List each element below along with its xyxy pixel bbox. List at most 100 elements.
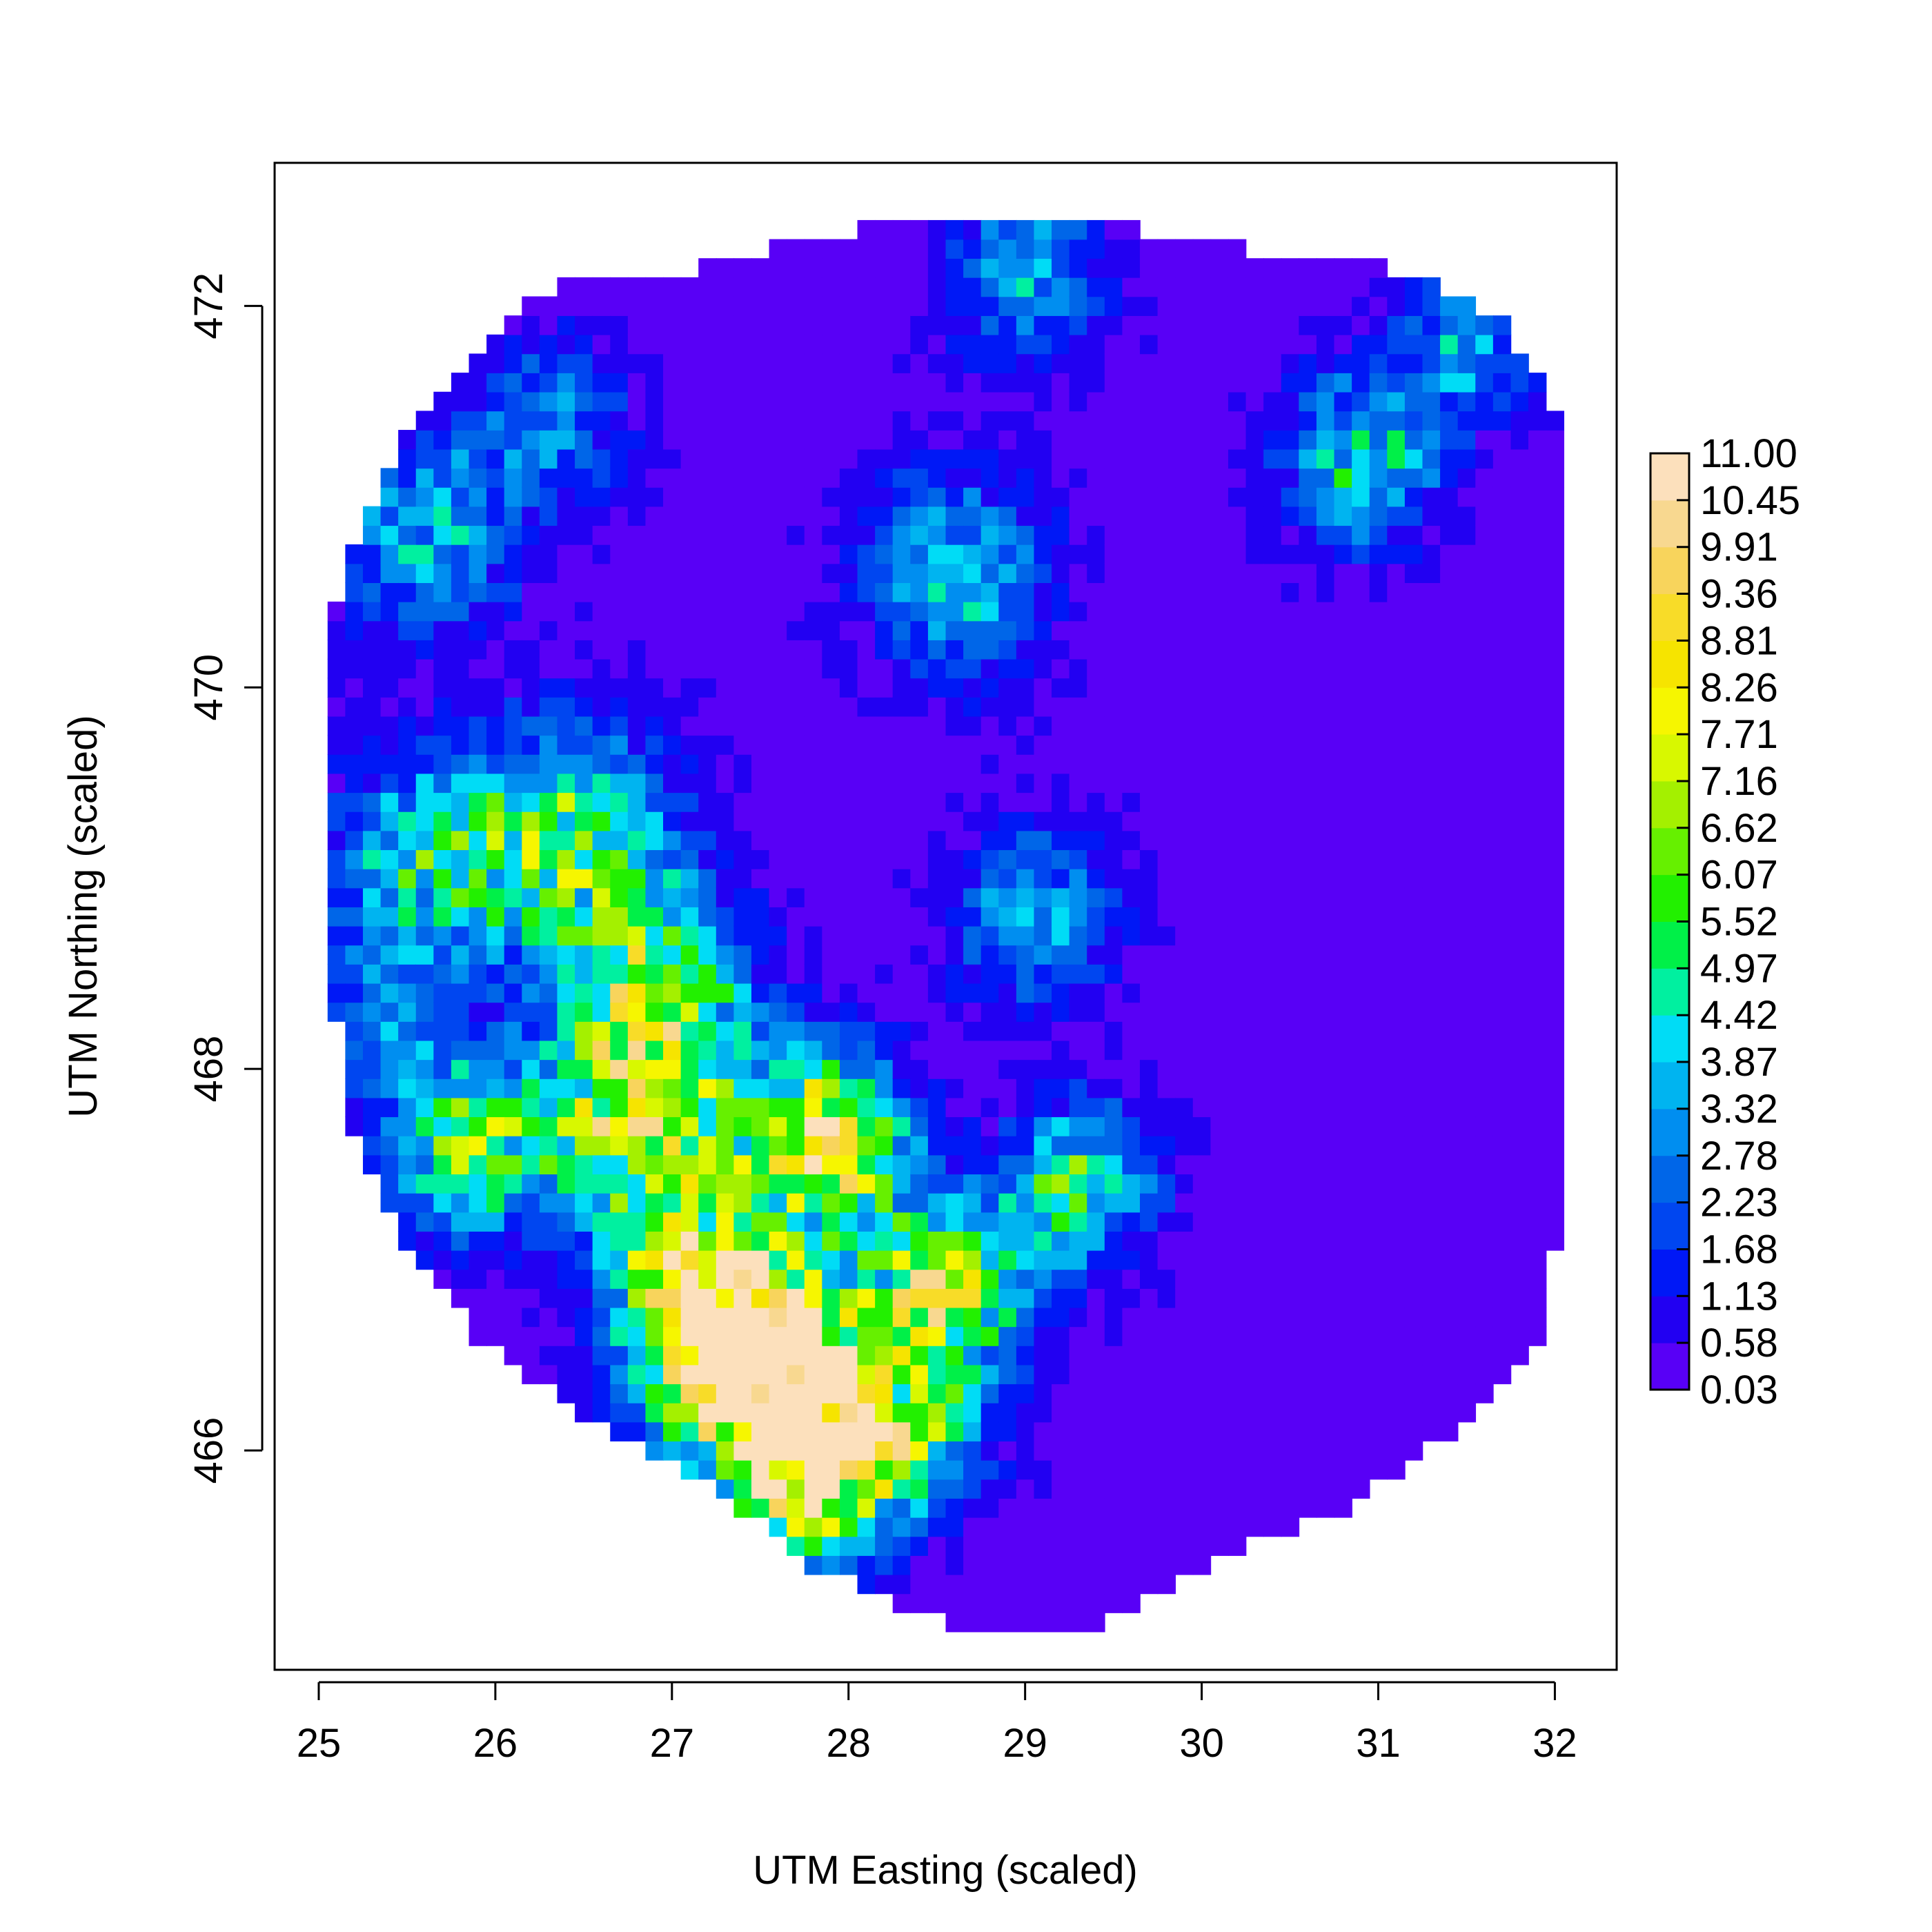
heatmap-cell [804, 773, 823, 793]
heatmap-cell [1316, 1212, 1335, 1232]
heatmap-cell [1122, 849, 1141, 869]
heatmap-cell [857, 239, 876, 259]
heatmap-cell [875, 792, 894, 812]
heatmap-cell [1440, 1269, 1459, 1289]
heatmap-cell [1316, 601, 1335, 622]
heatmap-cell [769, 353, 787, 373]
heatmap-cell [1492, 506, 1512, 526]
heatmap-cell [1052, 1498, 1070, 1518]
heatmap-cell [575, 334, 593, 355]
heatmap-cell [857, 868, 876, 889]
heatmap-cell [327, 925, 346, 946]
heatmap-cell [504, 1212, 523, 1232]
heatmap-cell [1140, 1498, 1159, 1518]
heatmap-cell [1352, 1326, 1370, 1346]
heatmap-cell [1316, 1174, 1335, 1194]
heatmap-cell [910, 506, 929, 526]
x-axis: 25 26 27 28 29 30 31 32 [297, 1681, 1577, 1766]
heatmap-cell [910, 1154, 929, 1175]
heatmap-cell [1422, 277, 1441, 297]
heatmap-cell [733, 486, 752, 507]
heatmap-cell [592, 1250, 611, 1270]
heatmap-cell [1316, 620, 1335, 640]
heatmap-cell [504, 1174, 523, 1194]
heatmap-cell [945, 353, 964, 373]
heatmap-cell [1510, 1174, 1529, 1194]
heatmap-cell [1175, 1174, 1194, 1194]
heatmap-cell [1299, 1498, 1317, 1518]
heatmap-cell [1087, 430, 1105, 450]
heatmap-cell [1492, 868, 1512, 889]
heatmap-cell [1316, 334, 1335, 355]
heatmap-cell [980, 983, 1000, 1003]
heatmap-cell [927, 315, 947, 335]
heatmap-cell [469, 678, 487, 698]
heatmap-cell [592, 640, 611, 660]
heatmap-cell [945, 754, 964, 774]
heatmap-cell [1475, 925, 1494, 946]
heatmap-cell [415, 448, 435, 469]
heatmap-cell [980, 1613, 1000, 1633]
heatmap-cell [963, 1498, 982, 1518]
heatmap-cell [1457, 697, 1477, 717]
heatmap-cell [787, 1364, 805, 1385]
heatmap-cell [698, 658, 717, 679]
heatmap-cell [1316, 506, 1335, 526]
heatmap-cell [1192, 1288, 1212, 1308]
heatmap-cell [575, 754, 593, 774]
heatmap-cell [1087, 219, 1105, 240]
heatmap-cell [910, 1326, 929, 1346]
heatmap-cell [698, 525, 717, 545]
heatmap-cell [1104, 735, 1123, 755]
heatmap-cell [839, 1421, 858, 1442]
heatmap-cell [592, 849, 611, 869]
heatmap-cell [822, 678, 840, 698]
heatmap-cell [1052, 887, 1070, 907]
heatmap-cell [469, 1307, 487, 1328]
heatmap-cell [875, 773, 894, 793]
heatmap-cell [1263, 945, 1282, 965]
heatmap-cell [980, 716, 1000, 736]
heatmap-cell [433, 1078, 452, 1098]
heatmap-cell [1087, 391, 1105, 412]
heatmap-cell [1546, 887, 1565, 907]
heatmap-cell [1016, 1517, 1035, 1537]
heatmap-cell [451, 1269, 470, 1289]
heatmap-cell [980, 544, 1000, 564]
heatmap-cell [733, 811, 752, 831]
heatmap-cell [1052, 868, 1070, 889]
heatmap-cell [1192, 582, 1212, 602]
heatmap-cell [751, 887, 770, 907]
heatmap-cell [822, 486, 840, 507]
heatmap-cell [1245, 1459, 1264, 1480]
heatmap-cell [1104, 544, 1123, 564]
heatmap-cell [1245, 1116, 1264, 1136]
heatmap-cell [963, 468, 982, 488]
heatmap-cell [1528, 1250, 1547, 1270]
heatmap-cell [1281, 1402, 1300, 1423]
heatmap-cell [1087, 1192, 1105, 1213]
heatmap-cell [1528, 983, 1547, 1003]
heatmap-cell [1316, 678, 1335, 698]
heatmap-cell [1087, 525, 1105, 545]
heatmap-cell [557, 697, 575, 717]
heatmap-cell [504, 640, 523, 660]
heatmap-cell [610, 563, 629, 584]
heatmap-cell [362, 907, 382, 927]
heatmap-cell [998, 983, 1017, 1003]
heatmap-cell [1104, 1021, 1123, 1041]
heatmap-cell [716, 620, 735, 640]
heatmap-cell [610, 1097, 629, 1118]
heatmap-cell [1457, 849, 1477, 869]
heatmap-cell [1122, 1154, 1141, 1175]
heatmap-cell [1263, 1421, 1282, 1442]
heatmap-cell [1528, 678, 1547, 698]
heatmap-cell [362, 678, 382, 698]
heatmap-cell [645, 1307, 664, 1328]
heatmap-cell [1052, 1517, 1070, 1537]
heatmap-cell [751, 1346, 770, 1366]
heatmap-cell [1228, 315, 1247, 335]
heatmap-cell [1157, 1479, 1176, 1499]
heatmap-cell [627, 334, 647, 355]
heatmap-cell [1175, 678, 1194, 698]
